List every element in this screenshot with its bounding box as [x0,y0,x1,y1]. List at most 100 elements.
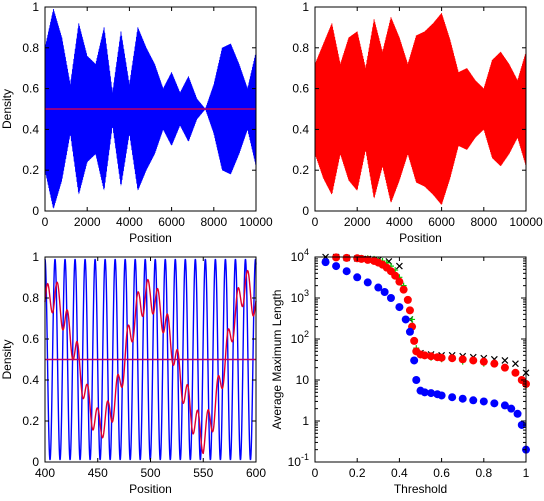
scatter-point-circle [437,391,446,400]
scatter-point-plus [409,316,416,323]
y-tick-exponent: -1 [301,452,309,462]
x-tick-label: 550 [193,466,213,480]
scatter-point-circle [342,267,351,276]
plot-frame [314,256,527,463]
y-tick-label: 103 [291,288,309,305]
y-tick-label: 0.4 [292,122,309,136]
y-tick-base: 10 [288,455,302,469]
x-tick-label: 500 [140,466,160,480]
scatter-point-circle [399,285,408,294]
x-tick-label: 1 [523,466,530,480]
plot-frame [44,6,257,212]
scatter-point-circle [391,271,400,280]
plot-frame [314,6,527,212]
y-tick-label: 0.6 [292,82,309,96]
scatter-point-circle [403,295,412,304]
scatter-point-cross [395,262,403,270]
y-tick-base: 10 [291,332,305,346]
scatter-point-circle [437,353,446,362]
y-tick-label: 0.2 [22,414,39,428]
y-tick-label: 1 [302,0,309,14]
x-axis-label: Position [129,482,172,496]
x-tick-label: 0 [312,215,319,229]
scatter-point-circle [374,283,383,292]
x-tick-label: 10000 [239,215,273,229]
y-tick-label: 102 [291,329,309,346]
y-tick-label: 0.8 [292,41,309,55]
scatter-point-circle [513,409,522,418]
scatter-point-circle [507,404,516,413]
y-tick-label: 0 [32,204,39,218]
panel-bottom-left: 400 450 500 550 600 0 0.2 0.4 0.6 0.8 1 Position Den… [0,250,266,496]
scatter-point-circle [490,399,499,408]
scatter-point-circle [405,327,414,336]
y-tick-exponent: 4 [304,247,309,257]
x-tick-label: 6000 [428,215,455,229]
panel-bottom-right: 0 0.2 0.4 0.6 0.8 110-1110102103104ThresholdA… [270,247,530,496]
x-tick-label: 10000 [509,215,543,229]
scatter-point-circle [386,294,395,302]
scatter-point-circle [395,303,404,312]
scatter-point-circle [410,356,419,365]
y-tick-base: 10 [296,373,310,387]
scatter-point-circle [420,351,429,360]
y-tick-label: 1 [32,250,39,264]
y-tick-label: 10-1 [288,452,309,469]
y-tick-base: 1 [302,414,309,428]
scatter-point-circle [342,253,351,262]
scatter-point-circle [500,363,509,372]
x-axis-label: Threshold [394,482,447,496]
scatter-point-circle [490,359,499,368]
x-tick-label: 0.2 [349,466,366,480]
x-tick-label: 4000 [116,215,143,229]
y-axis-label: Average Maximum Length [270,290,284,430]
x-axis-label: Position [129,231,172,245]
y-tick-label: 0 [302,204,309,218]
scatter-point-circle [427,389,436,398]
scatter-point-circle [448,393,457,402]
x-tick-label: 0 [312,466,319,480]
scatter-point-circle [511,368,520,377]
y-tick-label: 0.4 [22,373,39,387]
scatter-point-circle [380,288,389,297]
panel-top-left: 0 2000 4000 6000 8000 10000 0 0.2 0.4 0.6 0.8 1 Posi… [0,0,273,245]
y-tick-label: 0.2 [22,163,39,177]
x-tick-label: 400 [35,466,55,480]
y-tick-exponent: 2 [304,329,309,339]
y-tick-label: 0.8 [22,291,39,305]
scatter-point-circle [363,278,372,287]
scatter-point-circle [412,376,421,384]
x-tick-label: 8000 [470,215,497,229]
y-tick-base: 10 [291,250,305,264]
y-tick-label: 1 [32,0,39,14]
x-tick-label: 6000 [158,215,185,229]
scatter-point-circle [500,401,509,410]
scatter-point-circle [401,315,410,324]
scatter-point-circle [363,255,372,264]
scatter-point-circle [332,262,341,271]
scatter-point-circle [479,357,488,366]
scatter-point-circle [353,273,362,282]
y-tick-label: 0 [32,455,39,469]
y-tick-label: 0.6 [22,332,39,346]
scatter-point-circle [469,396,478,405]
x-tick-label: 600 [246,466,266,480]
y-tick-base: 10 [291,291,305,305]
scatter-point-circle [321,258,330,267]
y-tick-label: 104 [291,247,309,264]
scatter-point-circle [458,394,467,403]
panel-top-right: 0 2000 4000 6000 8000 10000 0 0.2 0.4 0.6 0.8 1 Posi… [292,0,543,245]
x-tick-label: 4000 [386,215,413,229]
x-tick-label: 2000 [74,215,101,229]
scatter-point-circle [469,356,478,365]
x-tick-label: 0.8 [475,466,492,480]
scatter-point-cross [512,360,519,368]
y-axis-label: Density [0,89,14,129]
y-tick-exponent: 3 [304,288,309,298]
x-tick-label: 450 [88,466,108,480]
x-tick-label: 8000 [200,215,227,229]
scatter-point-circle [420,388,429,397]
scatter-point-circle [427,352,436,361]
scatter-point-cross [501,357,509,364]
